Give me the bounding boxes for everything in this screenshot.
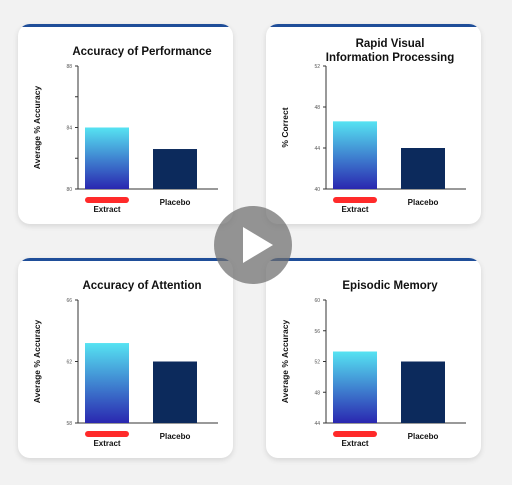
y-tick-label: 88 (66, 64, 72, 70)
redaction-mark (333, 197, 377, 203)
card-accent-bar (266, 24, 481, 27)
bar-placebo (153, 149, 197, 189)
y-axis-label: Average % Accuracy (32, 85, 42, 169)
bar-placebo (401, 148, 445, 189)
chart-episodic-memory: Episodic Memory Average % Accuracy 44 48 52 5… (280, 280, 466, 448)
y-tick-label: 52 (314, 360, 320, 366)
x-tick-label: Extract (93, 439, 120, 448)
chart-title: Episodic Memory (342, 280, 438, 292)
play-button[interactable] (214, 206, 292, 284)
play-icon (243, 227, 273, 263)
bar-extract (85, 343, 129, 423)
y-tick-label: 60 (314, 298, 320, 304)
y-axis-label: % Correct (280, 107, 290, 147)
y-tick-label: 84 (66, 126, 72, 132)
x-tick-label: Extract (341, 439, 368, 448)
y-tick-label: 48 (314, 105, 320, 111)
card-accent-bar (18, 24, 233, 27)
y-tick-label: 48 (314, 390, 320, 396)
y-tick-label: 62 (66, 360, 72, 366)
redaction-mark (85, 431, 129, 437)
y-tick-label: 58 (66, 421, 72, 427)
chart-card-episodic-memory: Episodic Memory Average % Accuracy 44 48 52 5… (266, 258, 481, 458)
chart-accuracy-performance: Accuracy of Performance Average % Accurac… (32, 46, 218, 214)
chart-title: Information Processing (326, 52, 454, 64)
x-tick-label: Extract (341, 205, 368, 214)
redaction-mark (85, 197, 129, 203)
x-tick-label: Placebo (160, 432, 191, 441)
chart-title: Rapid Visual (356, 38, 425, 50)
redaction-mark (333, 431, 377, 437)
x-tick-label: Placebo (408, 198, 439, 207)
bar-placebo (153, 361, 197, 423)
y-tick-label: 44 (314, 421, 320, 427)
bar-placebo (401, 361, 445, 423)
chart-title: Accuracy of Performance (72, 46, 211, 58)
y-tick-label: 52 (314, 64, 320, 70)
chart-card-accuracy-attention: Accuracy of Attention Average % Accuracy 5… (18, 258, 233, 458)
chart-card-rapid-visual: Rapid Visual Information Processing % Corr… (266, 24, 481, 224)
y-tick-label: 80 (66, 187, 72, 193)
y-tick-label: 40 (314, 187, 320, 193)
bar-extract (85, 127, 129, 189)
bar-extract (333, 351, 377, 423)
chart-rapid-visual: Rapid Visual Information Processing % Corr… (280, 38, 466, 214)
y-tick-label: 66 (66, 298, 72, 304)
chart-title: Accuracy of Attention (82, 280, 201, 292)
chart-accuracy-attention: Accuracy of Attention Average % Accuracy 5… (32, 280, 218, 448)
y-tick-label: 44 (314, 146, 320, 152)
y-tick-label: 56 (314, 329, 320, 335)
bar-extract (333, 121, 377, 189)
chart-card-accuracy-performance: Accuracy of Performance Average % Accurac… (18, 24, 233, 224)
card-accent-bar (266, 258, 481, 261)
y-axis-label: Average % Accuracy (32, 319, 42, 403)
x-tick-label: Extract (93, 205, 120, 214)
y-axis-label: Average % Accuracy (280, 319, 290, 403)
card-accent-bar (18, 258, 233, 261)
x-tick-label: Placebo (408, 432, 439, 441)
x-tick-label: Placebo (160, 198, 191, 207)
